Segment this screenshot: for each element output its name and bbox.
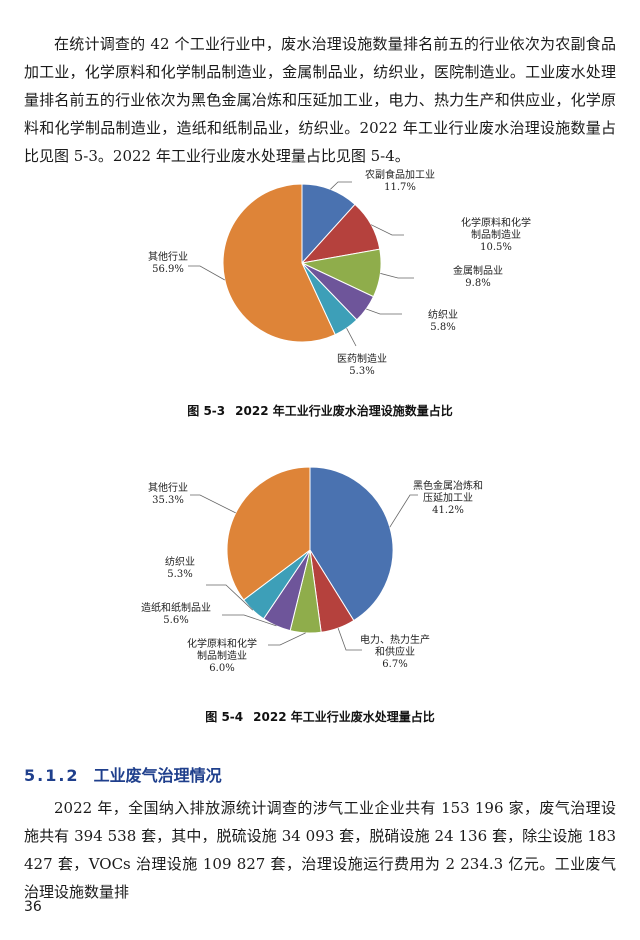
slice-percent-label: 56.9% <box>152 264 184 275</box>
slice-percent-label: 5.6% <box>163 615 188 626</box>
slice-percent-label: 6.0% <box>209 663 234 674</box>
pie-slice <box>226 466 311 601</box>
leader-line <box>188 265 225 281</box>
slice-percent-label: 35.3% <box>152 495 184 506</box>
pie-slice <box>222 183 336 343</box>
figure-number: 图 5-4 <box>205 710 244 724</box>
leader-line <box>370 224 404 236</box>
slice-category-label: 其他行业 <box>148 250 188 263</box>
slice-category-label: 纺织业 <box>165 555 195 568</box>
slice-percent-label: 9.8% <box>465 278 490 289</box>
pie-slice <box>309 466 394 622</box>
slice-category-label: 造纸和纸制品业 <box>141 601 211 614</box>
section-title: 工业废气治理情况 <box>93 766 222 785</box>
slice-percent-label: 41.2% <box>432 505 464 516</box>
slice-percent-label: 10.5% <box>480 242 512 253</box>
figure-title: 2022 年工业行业废水处理量占比 <box>253 710 435 724</box>
slice-category-label: 农副食品加工业 <box>365 168 435 181</box>
leader-line <box>190 494 236 514</box>
slice-category-label: 化学原料和化学 <box>187 637 257 650</box>
slice-category-label: 其他行业 <box>148 481 188 494</box>
slice-percent-label: 11.7% <box>384 182 416 193</box>
slice-category-label: 化学原料和化学 <box>461 216 531 229</box>
leader-line <box>380 273 414 279</box>
figure-caption-5-4: 图 5-4 2022 年工业行业废水处理量占比 <box>0 708 640 725</box>
leader-line <box>206 584 254 611</box>
slice-category-label: 医药制造业 <box>337 352 387 365</box>
slice-percent-label: 5.3% <box>349 366 374 377</box>
slice-category-label: 制品制造业 <box>471 228 521 241</box>
figure-number: 图 5-3 <box>187 404 226 418</box>
figure-title: 2022 年工业行业废水治理设施数量占比 <box>235 404 453 418</box>
leader-line <box>366 308 402 315</box>
body-paragraph-1: 在统计调查的 42 个工业行业中，废水治理设施数量排名前五的行业依次为农副食品加… <box>24 35 616 165</box>
body-paragraph-2: 2022 年，全国纳入排放源统计调查的涉气工业企业共有 153 196 家，废气… <box>24 799 616 901</box>
section-number: 5.1.2 <box>24 766 80 785</box>
slice-percent-label: 6.7% <box>382 659 407 670</box>
slice-category-label: 制品制造业 <box>197 649 247 662</box>
slice-category-label: 压延加工业 <box>423 492 473 504</box>
leader-line <box>337 627 362 651</box>
figure-caption-5-3: 图 5-3 2022 年工业行业废水治理设施数量占比 <box>0 402 640 419</box>
page-number: 36 <box>24 899 42 915</box>
slice-category-label: 黑色金属冶炼和 <box>413 479 483 492</box>
leader-line <box>222 614 277 627</box>
section-heading: 5.1.2 工业废气治理情况 <box>24 762 222 786</box>
slice-category-label: 电力、热力生产 <box>360 633 430 646</box>
slice-percent-label: 5.3% <box>167 569 192 580</box>
slice-percent-label: 5.8% <box>430 322 455 333</box>
leader-line <box>268 632 306 646</box>
leader-line <box>389 494 418 528</box>
leader-line <box>330 181 352 190</box>
slice-category-label: 纺织业 <box>428 308 458 321</box>
leader-line <box>346 328 357 347</box>
slice-category-label: 和供应业 <box>375 645 415 658</box>
slice-category-label: 金属制品业 <box>453 264 503 277</box>
